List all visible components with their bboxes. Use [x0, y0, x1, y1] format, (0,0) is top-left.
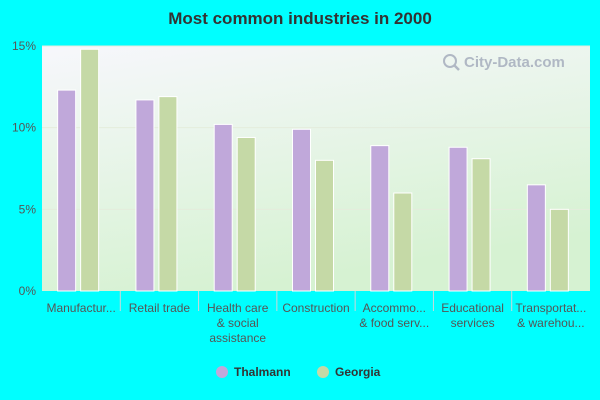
- category-label: & food serv...: [359, 316, 429, 330]
- watermark: City-Data.com: [443, 54, 565, 71]
- legend-swatch: [216, 366, 228, 378]
- category-label: & social: [217, 316, 259, 330]
- magnifier-icon: [443, 54, 460, 71]
- category-label: services: [451, 316, 495, 330]
- category-label: & warehou...: [517, 316, 584, 330]
- bar-georgia-6: [549, 208, 569, 292]
- legend: Thalmann Georgia: [216, 365, 381, 379]
- y-tick-label: 0%: [19, 284, 37, 298]
- y-tick-label: 5%: [19, 202, 37, 216]
- bar-thalmann-6: [526, 184, 546, 292]
- chart-title: Most common industries in 2000: [168, 9, 432, 28]
- y-axis: 0% 5% 10% 15%: [12, 39, 36, 298]
- bar-thalmann-4: [370, 145, 390, 292]
- bar-georgia-4: [393, 192, 413, 292]
- x-axis: Manufactur... Retail trade Health care& so…: [46, 301, 586, 345]
- category-label: Manufactur...: [46, 301, 115, 315]
- category-label: assistance: [209, 331, 266, 345]
- category-label: Retail trade: [129, 301, 191, 315]
- bar-thalmann-5: [448, 146, 468, 292]
- category-label: Transportat...: [515, 301, 586, 315]
- bars: [57, 48, 569, 311]
- y-tick-label: 10%: [12, 121, 36, 135]
- bar-georgia-1: [158, 96, 178, 292]
- bar-georgia-3: [315, 159, 334, 292]
- bar-thalmann-2: [213, 123, 233, 292]
- legend-label: Georgia: [335, 365, 381, 379]
- bar-thalmann-3: [292, 128, 311, 292]
- y-tick-label: 15%: [12, 39, 36, 53]
- watermark-text: City-Data.com: [464, 54, 565, 71]
- category-label: Educational: [441, 301, 504, 315]
- category-label: Health care: [207, 301, 269, 315]
- bar-georgia-0: [80, 48, 100, 292]
- category-label: Accommo...: [363, 301, 426, 315]
- bar-georgia-2: [236, 136, 256, 292]
- legend-label: Thalmann: [234, 365, 291, 379]
- bar-thalmann-0: [57, 89, 77, 292]
- category-label: Construction: [282, 301, 349, 315]
- legend-swatch: [317, 366, 329, 378]
- bar-georgia-5: [471, 158, 491, 292]
- bar-thalmann-1: [135, 99, 155, 292]
